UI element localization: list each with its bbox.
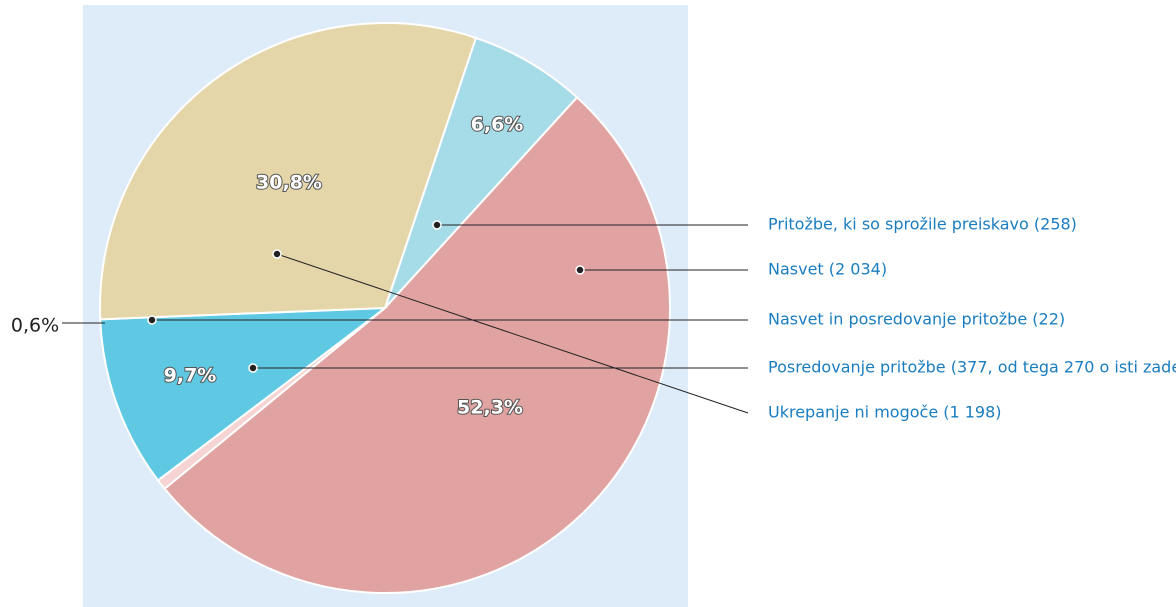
callout-dot xyxy=(432,220,442,230)
callout-dot xyxy=(248,363,258,373)
callout-line xyxy=(276,253,749,414)
pie-slice xyxy=(384,36,579,309)
callout-dot xyxy=(147,315,157,325)
value-label: 52,3% xyxy=(457,397,523,419)
value-label: 6,6% xyxy=(471,114,524,136)
legend-label: Pritožbe, ki so sprožile preiskavo (258) xyxy=(768,215,1077,234)
value-label: 0,6% xyxy=(11,315,59,337)
pie-slice xyxy=(99,306,389,482)
callout-dot xyxy=(575,265,585,275)
legend-label: Posredovanje pritožbe (377, od tega 270 … xyxy=(768,358,1176,377)
value-label: 30,8% xyxy=(256,172,322,194)
legend-label: Nasvet in posredovanje pritožbe (22) xyxy=(768,310,1065,329)
value-label: 9,7% xyxy=(164,365,217,387)
pie-slice xyxy=(99,22,478,321)
callout-dot xyxy=(272,249,282,259)
legend-label: Nasvet (2 034) xyxy=(768,260,887,279)
pie-slice xyxy=(163,95,672,595)
legend-label: Ukrepanje ni mogoče (1 198) xyxy=(768,403,1002,422)
